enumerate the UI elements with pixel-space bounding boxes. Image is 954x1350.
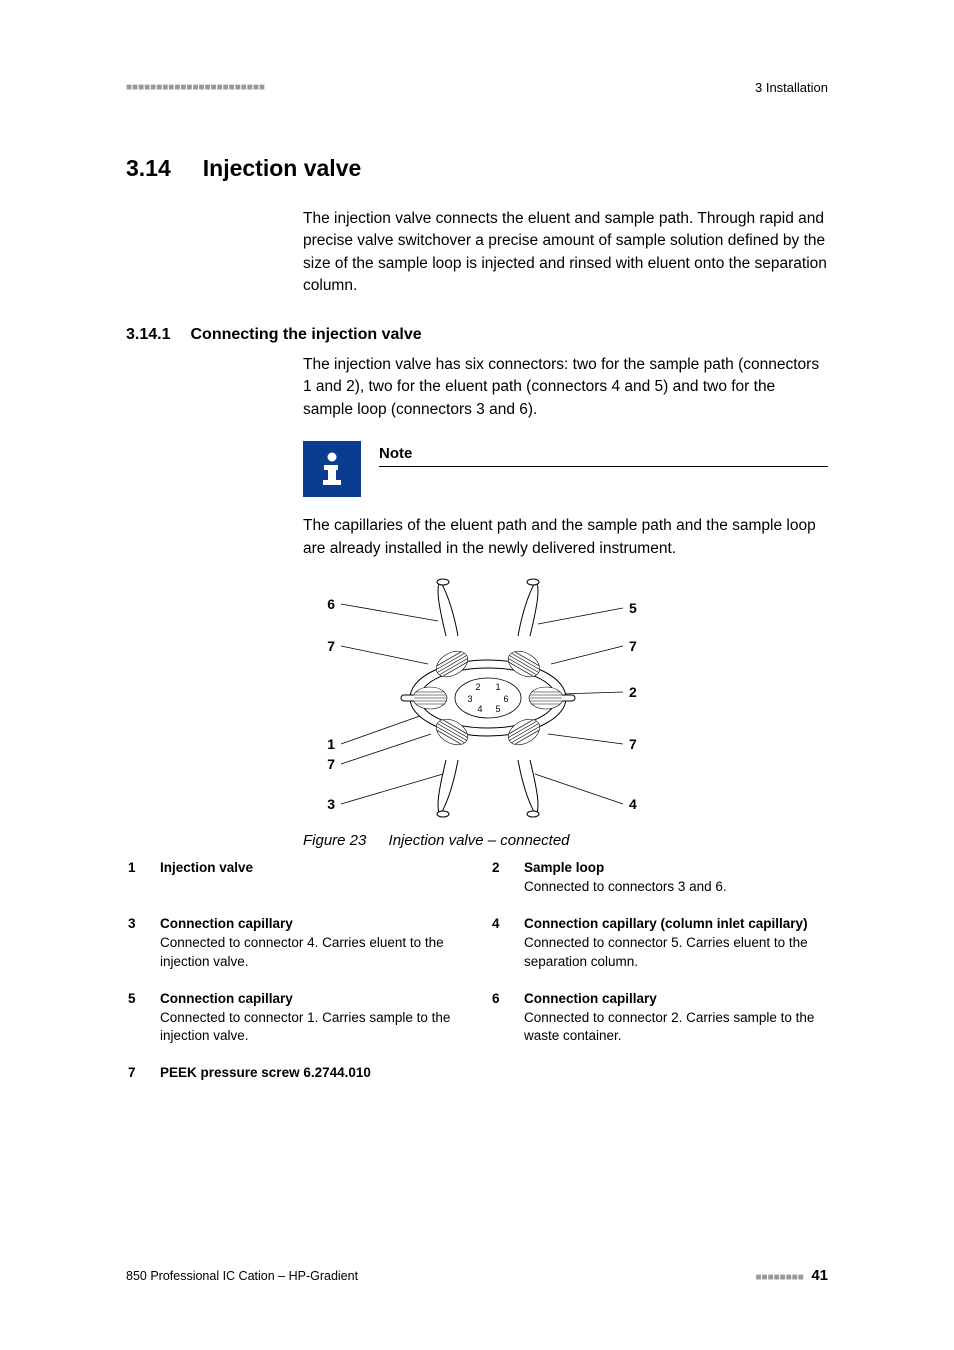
- legend-num: 1: [128, 859, 142, 897]
- legend-item-1: 1 Injection valve: [128, 859, 464, 897]
- legend-desc: Connected to connectors 3 and 6.: [524, 878, 828, 897]
- legend-item-5: 5 Connection capillary Connected to conn…: [128, 990, 464, 1047]
- legend-num: 2: [492, 859, 506, 897]
- header-dashes: ■■■■■■■■■■■■■■■■■■■■■■■: [126, 82, 265, 93]
- legend-item-7: 7 PEEK pressure screw 6.2744.010: [128, 1064, 464, 1083]
- page-header: ■■■■■■■■■■■■■■■■■■■■■■■ 3 Installation: [126, 80, 828, 95]
- port-5: 5: [495, 704, 500, 714]
- legend-desc: Connected to connector 4. Carries eluent…: [160, 934, 464, 972]
- port-4: 4: [477, 704, 482, 714]
- legend-item-2: 2 Sample loop Connected to connectors 3 …: [492, 859, 828, 897]
- footer-page-number: 41: [811, 1267, 828, 1284]
- injection-valve-diagram: 6 7 1 7 3 5 7 2 7 4: [303, 576, 703, 826]
- subsection-number: 3.14.1: [126, 326, 170, 344]
- section-title: Injection valve: [203, 155, 362, 182]
- callout-5: 5: [629, 600, 637, 616]
- note-header: Note: [303, 441, 828, 497]
- legend-title: Injection valve: [160, 859, 464, 878]
- legend: 1 Injection valve 2 Sample loop Connecte…: [128, 859, 828, 1083]
- footer-dashes: ■■■■■■■■: [756, 1272, 804, 1283]
- legend-title: Connection capillary (column inlet capil…: [524, 915, 828, 934]
- callout-2: 2: [629, 684, 637, 700]
- legend-title: Connection capillary: [160, 990, 464, 1009]
- legend-item-3: 3 Connection capillary Connected to conn…: [128, 915, 464, 972]
- subsection-title: Connecting the injection valve: [190, 326, 421, 344]
- port-6: 6: [503, 694, 508, 704]
- callout-7d: 7: [629, 736, 637, 752]
- legend-title: Connection capillary: [524, 990, 828, 1009]
- figure-caption-text: Injection valve – connected: [389, 832, 570, 849]
- callout-7b: 7: [327, 756, 335, 772]
- page: ■■■■■■■■■■■■■■■■■■■■■■■ 3 Installation 3…: [0, 0, 954, 1350]
- section-intro: The injection valve connects the eluent …: [303, 208, 828, 298]
- figure-caption-num: Figure 23: [303, 832, 366, 849]
- legend-num: 6: [492, 990, 506, 1047]
- callout-4: 4: [629, 796, 637, 812]
- legend-item-6: 6 Connection capillary Connected to conn…: [492, 990, 828, 1047]
- subsection-heading: 3.14.1 Connecting the injection valve: [126, 326, 828, 344]
- footer-product: 850 Professional IC Cation – HP-Gradient: [126, 1269, 358, 1283]
- note-rule: [379, 466, 828, 467]
- legend-desc: Connected to connector 5. Carries eluent…: [524, 934, 828, 972]
- callout-6: 6: [327, 596, 335, 612]
- legend-num: 3: [128, 915, 142, 972]
- callout-3: 3: [327, 796, 335, 812]
- port-2: 2: [475, 682, 480, 692]
- note-block: Note: [303, 441, 828, 497]
- callout-7: 7: [327, 638, 335, 654]
- callout-1: 1: [327, 736, 335, 752]
- legend-desc: Connected to connector 1. Carries sample…: [160, 1009, 464, 1047]
- legend-item-4: 4 Connection capillary (column inlet cap…: [492, 915, 828, 972]
- legend-title: Sample loop: [524, 859, 828, 878]
- legend-num: 4: [492, 915, 506, 972]
- subsection-text: The injection valve has six connectors: …: [303, 354, 828, 421]
- header-chapter: 3 Installation: [755, 80, 828, 95]
- section-heading: 3.14 Injection valve: [126, 155, 828, 182]
- legend-title: PEEK pressure screw 6.2744.010: [160, 1064, 464, 1083]
- legend-title: Connection capillary: [160, 915, 464, 934]
- port-3: 3: [467, 694, 472, 704]
- info-icon: [303, 441, 361, 497]
- port-1: 1: [495, 682, 500, 692]
- note-label: Note: [379, 445, 828, 462]
- section-number: 3.14: [126, 155, 171, 182]
- note-text: The capillaries of the eluent path and t…: [303, 515, 828, 560]
- legend-desc: Connected to connector 2. Carries sample…: [524, 1009, 828, 1047]
- figure: 6 7 1 7 3 5 7 2 7 4: [303, 576, 828, 826]
- figure-caption: Figure 23 Injection valve – connected: [303, 832, 828, 849]
- callout-7c: 7: [629, 638, 637, 654]
- page-footer: 850 Professional IC Cation – HP-Gradient…: [126, 1267, 828, 1284]
- legend-num: 7: [128, 1064, 142, 1083]
- legend-num: 5: [128, 990, 142, 1047]
